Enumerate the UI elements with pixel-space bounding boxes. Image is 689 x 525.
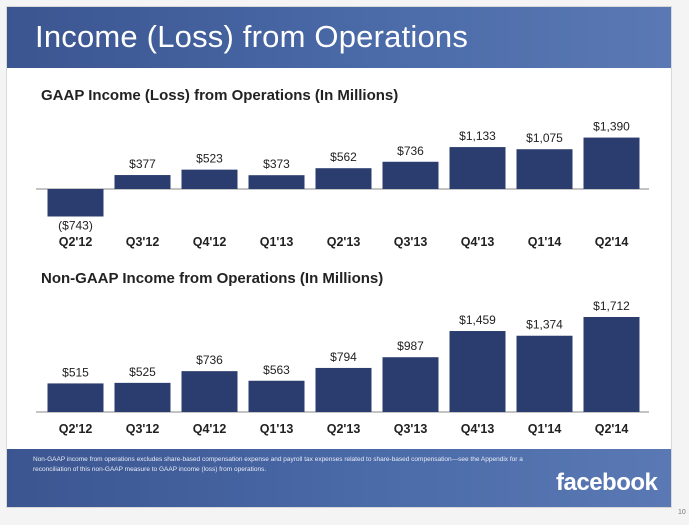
- x-tick-label: Q3'13: [394, 235, 428, 249]
- page-title: Income (Loss) from Operations: [35, 19, 469, 54]
- x-tick-label: Q3'13: [394, 422, 428, 436]
- bar: [114, 382, 171, 412]
- slide: Income (Loss) from Operations GAAP Incom…: [6, 6, 672, 508]
- data-label: $736: [196, 353, 223, 367]
- data-label: $736: [397, 144, 424, 158]
- data-label: $987: [397, 339, 424, 353]
- x-tick-label: Q4'12: [193, 235, 227, 249]
- bar: [248, 175, 305, 189]
- bar: [114, 175, 171, 189]
- footnote: Non-GAAP income from operations excludes…: [33, 456, 523, 473]
- bar: [583, 137, 640, 189]
- x-tick-label: Q2'12: [59, 235, 93, 249]
- bar: [449, 147, 506, 189]
- x-tick-label: Q4'12: [193, 422, 227, 436]
- bar: [382, 357, 439, 412]
- bar: [248, 380, 305, 412]
- gaap-chart-title: GAAP Income (Loss) from Operations (In M…: [41, 87, 399, 104]
- data-label: $1,075: [526, 131, 563, 145]
- data-label: $1,390: [593, 120, 630, 134]
- x-tick-label: Q4'13: [461, 235, 495, 249]
- gaap-bar-chart: ($743) Q2'12 $377 Q3'12 $523 Q4'12 $373 Q1'13 $5…: [36, 120, 649, 249]
- bar: [583, 316, 640, 412]
- x-tick-label: Q1'13: [260, 422, 294, 436]
- data-label: $525: [129, 365, 156, 379]
- x-tick-label: Q2'13: [327, 422, 361, 436]
- data-label: $563: [263, 363, 290, 377]
- bar: [315, 168, 372, 189]
- header-band: Income (Loss) from Operations: [7, 7, 671, 68]
- data-label: $562: [330, 150, 357, 164]
- x-tick-label: Q2'14: [595, 422, 629, 436]
- x-tick-label: Q2'14: [595, 235, 629, 249]
- bar: [47, 189, 104, 217]
- x-tick-label: Q3'12: [126, 235, 160, 249]
- bar: [516, 149, 573, 189]
- x-tick-label: Q3'12: [126, 422, 160, 436]
- page-number: 10: [678, 509, 686, 516]
- bar: [181, 371, 238, 412]
- data-label: $373: [263, 157, 290, 171]
- bar: [449, 331, 506, 412]
- data-label: $1,459: [459, 313, 496, 327]
- data-label: $377: [129, 157, 156, 171]
- x-tick-label: Q2'13: [327, 235, 361, 249]
- x-tick-label: Q1'13: [260, 235, 294, 249]
- data-label: ($743): [58, 218, 93, 232]
- bar: [315, 367, 372, 412]
- x-tick-label: Q2'12: [59, 422, 93, 436]
- data-label: $1,374: [526, 318, 563, 332]
- footer-band: [7, 449, 671, 507]
- non-gaap-chart-title: Non-GAAP Income from Operations (In Mill…: [41, 270, 384, 287]
- x-tick-label: Q1'14: [528, 235, 562, 249]
- bar: [516, 335, 573, 412]
- x-tick-label: Q1'14: [528, 422, 562, 436]
- bar: [181, 169, 238, 189]
- data-label: $1,712: [593, 299, 630, 313]
- data-label: $523: [196, 152, 223, 166]
- data-label: $794: [330, 350, 357, 364]
- bar: [382, 161, 439, 189]
- x-tick-label: Q4'13: [461, 422, 495, 436]
- non-gaap-bar-chart: $515 Q2'12 $525 Q3'12 $736 Q4'12 $563 Q1'13 $794…: [36, 299, 649, 436]
- data-label: $1,133: [459, 129, 496, 143]
- bar: [47, 383, 104, 412]
- data-label: $515: [62, 365, 89, 379]
- facebook-logo: facebook: [556, 469, 658, 496]
